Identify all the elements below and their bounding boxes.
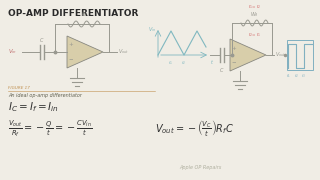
Text: $V_{out}$: $V_{out}$	[118, 48, 129, 57]
Text: FIGURE 17: FIGURE 17	[8, 86, 30, 90]
Text: $C$: $C$	[39, 36, 45, 44]
Text: $t_1$: $t_1$	[285, 72, 291, 80]
Polygon shape	[230, 39, 266, 71]
Text: $t_1$: $t_1$	[168, 59, 174, 67]
Text: $t_2$: $t_2$	[181, 59, 187, 67]
Text: $I_2 = I_1$: $I_2 = I_1$	[248, 31, 261, 39]
Text: $V_{in}$: $V_{in}$	[8, 48, 17, 57]
Text: $V_{out} = -\left(\frac{V_C}{t}\right)R_f C$: $V_{out} = -\left(\frac{V_C}{t}\right)R_…	[155, 118, 234, 138]
Text: $I_1 = I_2$: $I_1 = I_2$	[248, 3, 261, 11]
Text: An ideal op-amp differentiator: An ideal op-amp differentiator	[8, 93, 82, 98]
Text: $I_C = I_f = I_{in}$: $I_C = I_f = I_{in}$	[8, 100, 59, 114]
Text: −: −	[69, 57, 73, 62]
Text: $\frac{V_{out}}{R_f} = -\frac{Q}{t} = -\frac{CV_{in}}{t}$: $\frac{V_{out}}{R_f} = -\frac{Q}{t} = -\…	[8, 118, 92, 139]
Text: $R_f$: $R_f$	[81, 10, 87, 19]
Text: +: +	[68, 42, 73, 48]
Text: $t_3$: $t_3$	[301, 72, 307, 80]
Text: −: −	[232, 60, 236, 64]
Text: +: +	[232, 46, 236, 51]
Bar	[287, 40, 313, 70]
Text: $t_2$: $t_2$	[293, 72, 299, 80]
Text: $V_{out}$: $V_{out}$	[275, 51, 286, 59]
Text: Apple OP Repairs: Apple OP Repairs	[179, 165, 221, 170]
Text: $t$: $t$	[210, 58, 214, 66]
Text: OP-AMP DIFFERENTIATOR: OP-AMP DIFFERENTIATOR	[8, 9, 138, 18]
Polygon shape	[67, 36, 103, 68]
Text: $W_R$: $W_R$	[250, 10, 259, 19]
Text: $V_{in}$: $V_{in}$	[148, 25, 156, 34]
Text: $C$: $C$	[219, 66, 225, 74]
